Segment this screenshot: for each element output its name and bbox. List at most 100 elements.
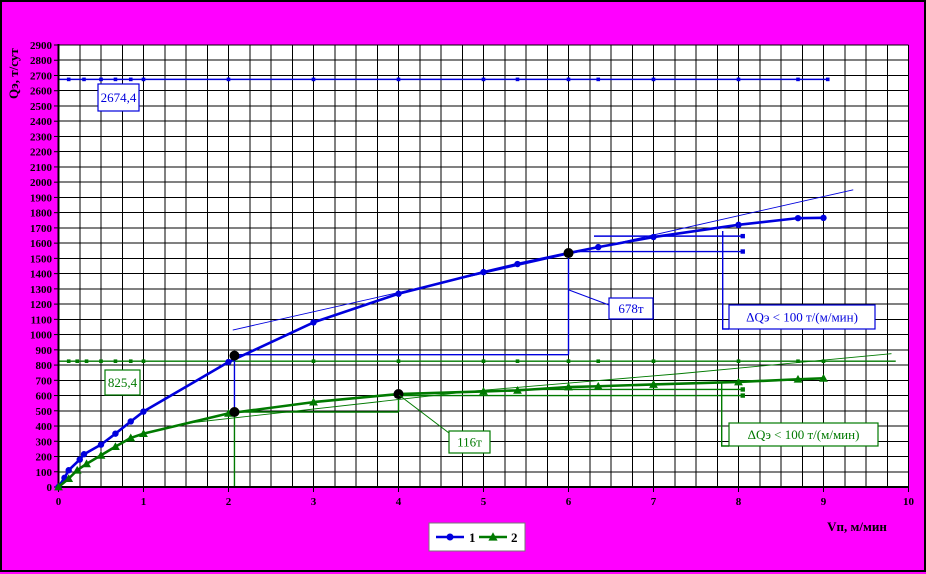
y-tick-label: 1900 [30, 192, 53, 204]
axes: 0100200300400500600700800900100011001200… [30, 40, 915, 508]
y-tick-label: 2200 [30, 147, 53, 159]
y-tick-label: 600 [36, 391, 53, 403]
legend: 1 2 [428, 522, 526, 552]
y-tick-label: 1400 [30, 269, 53, 281]
reference-line-marker [481, 77, 486, 82]
reference-line-marker [651, 359, 656, 363]
reference-line-marker [311, 359, 316, 363]
x-axis-title: Vп, м/мин [827, 519, 887, 534]
reference-line-marker [821, 359, 826, 363]
x-tick-label: 7 [651, 496, 657, 508]
reference-line-marker [84, 359, 89, 363]
y-tick-label: 2300 [30, 131, 53, 143]
x-tick-label: 8 [736, 496, 742, 508]
series-1-point [820, 214, 827, 222]
y-tick-label: 400 [36, 421, 53, 433]
y-tick-label: 2700 [30, 70, 53, 82]
series-2-point [111, 442, 120, 451]
y-tick-label: 2600 [30, 86, 53, 98]
reference-line-marker [226, 77, 231, 82]
series-1-point [97, 441, 105, 448]
series-2-point [513, 385, 522, 394]
series-1-point [65, 467, 72, 474]
annotation-label: 2674,4 [101, 90, 137, 105]
construction-end-marker [740, 393, 745, 398]
y-tick-label: 1200 [30, 299, 53, 311]
reference-line-marker [596, 77, 601, 82]
marked-point [229, 407, 240, 418]
series-2-point [54, 482, 63, 491]
annotation-box [728, 304, 876, 330]
annotation-leader [398, 394, 450, 434]
annotation-box [728, 422, 879, 447]
series-1-point [395, 290, 402, 297]
series-1-point [794, 214, 802, 222]
marked-point [229, 350, 240, 361]
series-2-point [734, 377, 743, 386]
series-2-point [64, 474, 74, 483]
series-1-point [112, 430, 119, 437]
x-tick-label: 1 [141, 496, 147, 508]
y-tick-label: 1000 [30, 330, 53, 342]
annotations: 2674,4 825,4 678т 116т ΔQэ < 100 т/(м/мин) ΔQ… [97, 83, 879, 454]
reference-line-marker [796, 77, 800, 82]
reference-line-marker [825, 77, 830, 82]
reference-line-marker [311, 77, 316, 82]
y-tick-label: 1700 [30, 223, 53, 235]
reference-line-marker [566, 359, 571, 363]
series-2-point [479, 387, 488, 395]
marked-point [563, 248, 574, 259]
series-2-point [793, 374, 803, 383]
y-tick-label: 1100 [31, 314, 53, 326]
reference-line-marker [515, 77, 520, 82]
legend-series-1-circle-marker [446, 533, 454, 541]
reference-line-marker [796, 359, 800, 363]
y-tick-label: 300 [36, 436, 53, 448]
y-tick-label: 0 [47, 482, 53, 494]
reference-line-marker [651, 77, 656, 82]
reference-line-marker [736, 359, 741, 363]
reference-line-marker [82, 77, 86, 82]
y-tick-label: 1800 [30, 208, 53, 220]
construction-lines [233, 233, 745, 487]
x-tick-label: 5 [481, 496, 487, 508]
series-1-point [80, 451, 88, 458]
trend-line [181, 353, 892, 425]
y-tick-label: 1300 [30, 284, 53, 296]
reference-line-marker [515, 359, 520, 363]
series-2-point [139, 429, 148, 438]
series-1-point [480, 268, 487, 276]
construction-end-marker [740, 387, 745, 392]
y-axis-title: Qэ, т/сут [6, 48, 21, 99]
annotation-leader [568, 289, 610, 306]
y-tick-label: 200 [36, 452, 53, 464]
construction-end-marker [740, 249, 745, 254]
y-tick-label: 900 [36, 345, 53, 357]
reference-line-marker [66, 77, 71, 82]
reference-line-marker [396, 359, 401, 363]
annotation-connector [722, 231, 729, 330]
series-1-point [650, 233, 657, 241]
y-tick-label: 2900 [30, 40, 53, 52]
reference-line-marker [113, 359, 118, 363]
y-tick-label: 2400 [30, 116, 53, 128]
series-1-point [514, 260, 521, 268]
series-1-point [595, 243, 602, 251]
y-tick-label: 500 [36, 406, 53, 418]
x-tick-label: 2 [226, 496, 232, 508]
trend-lines [181, 189, 892, 425]
series-2-point [126, 433, 136, 442]
annotation-label: 678т [618, 301, 644, 316]
series-1-point [735, 221, 742, 229]
reference-line-marker [128, 77, 133, 82]
reference-line-marker [113, 77, 118, 82]
x-tick-label: 9 [821, 496, 827, 508]
series-1-point [76, 456, 83, 463]
series-2-point [96, 450, 106, 459]
annotation-connector [721, 382, 729, 447]
y-tick-label: 2800 [30, 55, 53, 67]
series-1-point [140, 408, 147, 415]
reference-line-marker [128, 359, 133, 363]
